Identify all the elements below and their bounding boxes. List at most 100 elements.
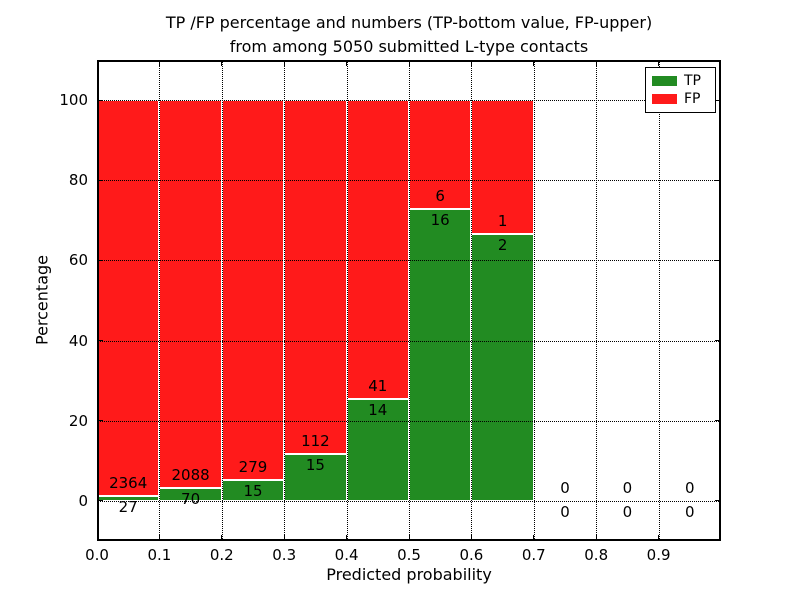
- x-tick-top: [346, 61, 348, 66]
- bar-segment-tp: [471, 233, 534, 501]
- x-tick-label: 0.1: [147, 546, 172, 564]
- gridline-horizontal: [97, 500, 721, 502]
- fp-count-label: 0: [622, 478, 633, 497]
- x-tick-bottom: [658, 535, 660, 540]
- x-tick-top: [533, 61, 535, 66]
- x-tick-top: [96, 61, 98, 66]
- bar-segment-tp: [284, 453, 347, 501]
- x-tick-label: 0.3: [272, 546, 297, 564]
- y-tick-right: [715, 179, 720, 181]
- y-tick-label: 0: [78, 491, 88, 510]
- tp-count-label: 15: [243, 482, 263, 501]
- x-tick-top: [658, 61, 660, 66]
- gridline-horizontal: [97, 340, 721, 342]
- y-tick-left: [98, 259, 103, 261]
- gridline-vertical: [221, 60, 223, 541]
- fp-count-label: 0: [560, 478, 570, 497]
- bar-segment-fp: [159, 100, 222, 488]
- legend-row: FP: [652, 92, 709, 106]
- legend: TP FP: [645, 67, 716, 113]
- fp-count-label: 279: [238, 458, 268, 477]
- y-tick-label: 60: [68, 251, 88, 270]
- fp-count-label: 6: [435, 187, 445, 206]
- x-tick-top: [221, 61, 223, 66]
- fp-count-label: 41: [368, 376, 388, 395]
- x-tick-bottom: [595, 535, 597, 540]
- gridline-horizontal: [97, 420, 721, 422]
- x-tick-label: 0.9: [646, 546, 671, 564]
- legend-swatch-fp: [652, 94, 677, 104]
- gridline-horizontal: [97, 100, 721, 102]
- x-tick-top: [158, 61, 160, 66]
- x-tick-bottom: [221, 535, 223, 540]
- y-tick-right: [715, 99, 720, 101]
- gridline-horizontal: [97, 260, 721, 262]
- gridline-horizontal: [97, 180, 721, 182]
- bar-segment-tp: [409, 209, 472, 501]
- y-tick-left: [98, 340, 103, 342]
- x-tick-label: 0.4: [334, 546, 359, 564]
- x-tick-top: [595, 61, 597, 66]
- y-tick-right: [715, 420, 720, 422]
- tp-count-label: 0: [622, 502, 633, 521]
- x-tick-bottom: [96, 535, 98, 540]
- legend-label: FP: [684, 91, 701, 107]
- fp-count-label: 0: [685, 478, 695, 497]
- x-tick-bottom: [283, 535, 285, 540]
- fp-count-label: 2364: [109, 474, 148, 493]
- fp-count-label: 112: [301, 431, 330, 450]
- tp-count-label: 0: [560, 502, 570, 521]
- tp-count-label: 2: [497, 235, 508, 254]
- fp-count-label: 1: [497, 211, 508, 230]
- chart-title-line2: from among 5050 submitted L-type contact…: [229, 37, 589, 56]
- x-tick-top: [408, 61, 410, 66]
- y-tick-right: [715, 340, 720, 342]
- x-tick-label: 0.0: [85, 546, 109, 564]
- x-tick-top: [283, 61, 285, 66]
- y-tick-label: 100: [59, 91, 88, 110]
- bar-segment-fp: [346, 100, 409, 399]
- legend-swatch-tp: [652, 76, 677, 86]
- x-axis-label: Predicted probability: [326, 565, 492, 584]
- y-tick-label: 80: [68, 171, 88, 190]
- gridline-vertical: [533, 60, 535, 541]
- chart-title: TP /FP percentage and numbers (TP-bottom…: [97, 11, 721, 59]
- tp-count-label: 0: [685, 502, 695, 521]
- bar-segment-fp: [97, 100, 160, 497]
- x-tick-top: [470, 61, 472, 66]
- x-tick-bottom: [533, 535, 535, 540]
- tp-count-label: 70: [181, 489, 201, 508]
- y-tick-right: [715, 500, 720, 502]
- gridline-vertical: [658, 60, 660, 541]
- x-tick-label: 0.6: [459, 546, 484, 564]
- x-tick-label: 0.2: [209, 546, 234, 564]
- x-tick-bottom: [158, 535, 160, 540]
- gridline-vertical: [346, 60, 348, 541]
- y-tick-label: 40: [68, 331, 88, 350]
- gridline-vertical: [596, 60, 598, 541]
- y-tick-left: [98, 99, 103, 101]
- x-tick-label: 0.8: [584, 546, 609, 564]
- y-tick-left: [98, 420, 103, 422]
- y-tick-label: 20: [68, 411, 88, 430]
- x-tick-bottom: [470, 535, 472, 540]
- chart-title-line1: TP /FP percentage and numbers (TP-bottom…: [165, 13, 653, 32]
- x-tick-bottom: [408, 535, 410, 540]
- y-tick-right: [715, 259, 720, 261]
- bar-segment-fp: [221, 100, 285, 481]
- legend-row: TP: [652, 74, 709, 88]
- gridline-vertical: [284, 60, 286, 541]
- tp-count-label: 14: [368, 400, 388, 419]
- tp-count-label: 15: [305, 455, 325, 474]
- x-tick-bottom: [346, 535, 348, 540]
- gridline-vertical: [159, 60, 161, 541]
- gridline-vertical: [409, 60, 410, 541]
- x-tick-label: 0.7: [521, 546, 546, 564]
- bar-segment-fp: [284, 100, 347, 454]
- fp-count-label: 2088: [171, 465, 210, 484]
- y-tick-left: [98, 179, 103, 181]
- legend-label: TP: [684, 73, 701, 89]
- tp-count-label: 16: [430, 211, 450, 230]
- y-tick-left: [98, 500, 103, 502]
